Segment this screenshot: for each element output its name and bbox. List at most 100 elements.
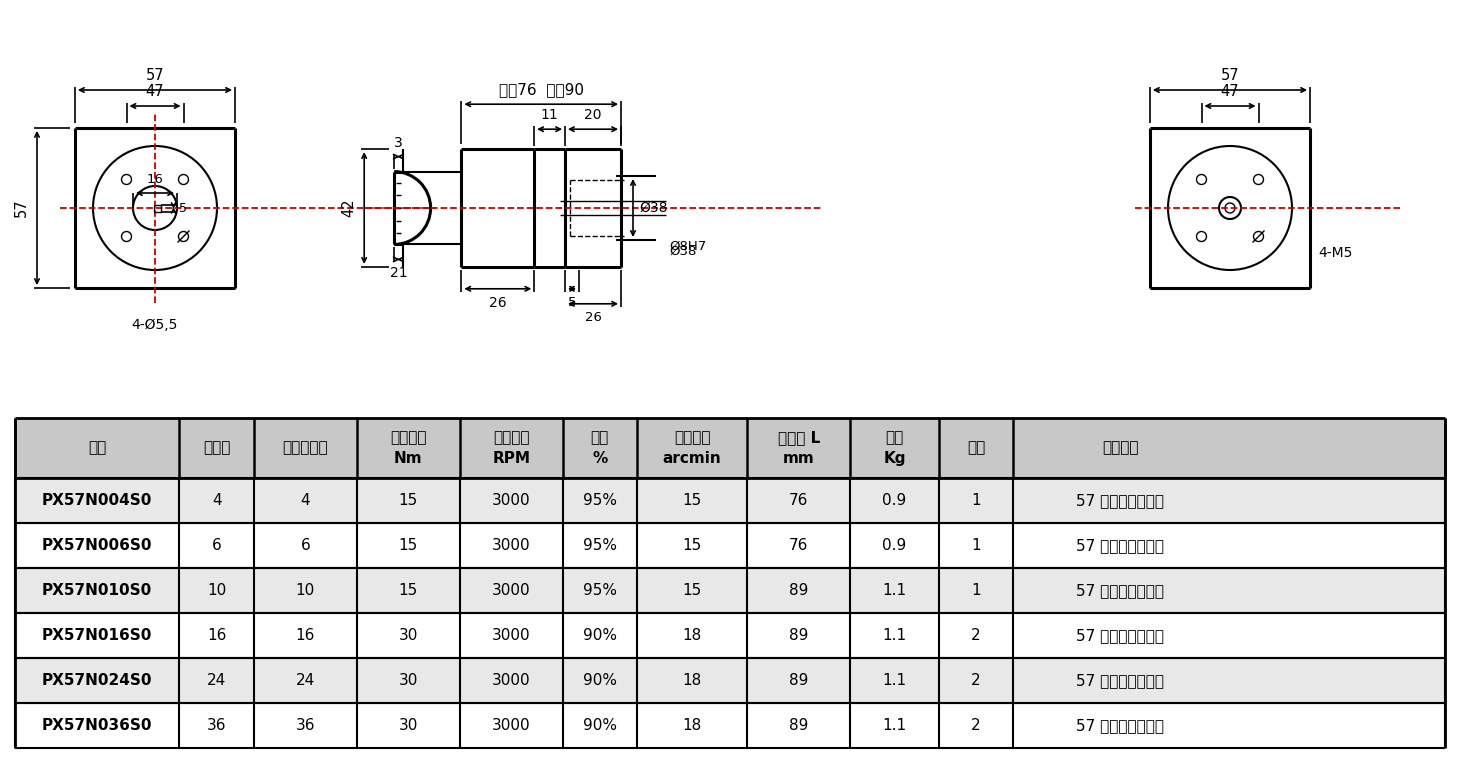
Text: 20: 20	[584, 108, 602, 122]
Text: 26: 26	[490, 296, 507, 310]
Text: 重量: 重量	[886, 431, 903, 445]
Text: 型号: 型号	[87, 441, 106, 455]
Text: 76: 76	[788, 538, 809, 553]
Text: PX57N006S0: PX57N006S0	[42, 538, 153, 553]
Text: 36: 36	[296, 718, 315, 733]
Bar	[15, 418, 1445, 478]
Text: 3000: 3000	[492, 628, 530, 643]
Text: 实际减速比: 实际减速比	[283, 441, 328, 455]
Text: 1.1: 1.1	[883, 583, 906, 598]
Text: 输入转速: 输入转速	[492, 431, 529, 445]
Text: 1.1: 1.1	[883, 628, 906, 643]
Text: 3000: 3000	[492, 538, 530, 553]
Text: 1.1: 1.1	[883, 718, 906, 733]
Text: 5: 5	[179, 202, 186, 214]
Text: PX57N016S0: PX57N016S0	[42, 628, 153, 643]
Text: 减速比: 减速比	[203, 441, 230, 455]
Text: 95%: 95%	[583, 583, 616, 598]
Text: 90%: 90%	[583, 718, 616, 733]
Bar	[15, 658, 1445, 703]
Text: 3000: 3000	[492, 673, 530, 688]
Text: 24: 24	[296, 673, 315, 688]
Text: 76: 76	[788, 493, 809, 508]
Text: 57 步进／无刷电机: 57 步进／无刷电机	[1077, 718, 1164, 733]
Text: 57 步进／无刷电机: 57 步进／无刷电机	[1077, 493, 1164, 508]
Text: Ø8H7: Ø8H7	[669, 240, 707, 253]
Text: 2: 2	[972, 673, 981, 688]
Text: 15: 15	[682, 538, 702, 553]
Text: 3: 3	[393, 135, 402, 150]
Text: PX57N036S0: PX57N036S0	[42, 718, 153, 733]
Text: 一约76  二约90: 一约76 二约90	[498, 82, 584, 97]
Text: 15: 15	[682, 493, 702, 508]
Text: 11: 11	[541, 108, 558, 122]
Text: 57 步进／无刷电机: 57 步进／无刷电机	[1077, 673, 1164, 688]
Bar	[15, 613, 1445, 658]
Text: 89: 89	[788, 673, 809, 688]
Text: 15: 15	[399, 493, 418, 508]
Text: mm: mm	[782, 451, 814, 465]
Text: 效率: 效率	[590, 431, 609, 445]
Bar	[15, 703, 1445, 748]
Bar	[15, 478, 1445, 523]
Text: Nm: Nm	[393, 451, 423, 465]
Text: 回程间隙: 回程间隙	[673, 431, 711, 445]
Text: Kg: Kg	[883, 451, 906, 465]
Text: 15: 15	[399, 538, 418, 553]
Text: 4: 4	[300, 493, 310, 508]
Text: 配套电机: 配套电机	[1101, 441, 1138, 455]
Text: 3000: 3000	[492, 718, 530, 733]
Text: PX57N010S0: PX57N010S0	[42, 583, 153, 598]
Text: 89: 89	[788, 718, 809, 733]
Text: 6: 6	[300, 538, 310, 553]
Text: 1: 1	[972, 583, 981, 598]
Text: 4-M5: 4-M5	[1319, 246, 1352, 260]
Text: 90%: 90%	[583, 673, 616, 688]
Text: 18: 18	[682, 628, 702, 643]
Text: 1: 1	[972, 493, 981, 508]
Text: RPM: RPM	[492, 451, 530, 465]
Text: 89: 89	[788, 628, 809, 643]
Text: %: %	[592, 451, 608, 465]
Text: 4-Ø5,5: 4-Ø5,5	[131, 318, 178, 332]
Text: 95%: 95%	[583, 493, 616, 508]
Text: 89: 89	[788, 583, 809, 598]
Text: 10: 10	[296, 583, 315, 598]
Text: 30: 30	[399, 628, 418, 643]
Text: 18: 18	[682, 673, 702, 688]
Bar	[15, 568, 1445, 613]
Text: 机身长 L: 机身长 L	[778, 431, 820, 445]
Text: 16: 16	[207, 628, 226, 643]
Text: 57: 57	[146, 68, 165, 83]
Text: 57 步进／无刷电机: 57 步进／无刷电机	[1077, 628, 1164, 643]
Text: 47: 47	[1221, 84, 1240, 99]
Text: PX57N024S0: PX57N024S0	[42, 673, 153, 688]
Text: PX57N004S0: PX57N004S0	[42, 493, 153, 508]
Text: 1.1: 1.1	[883, 673, 906, 688]
Text: 输出转矩: 输出转矩	[390, 431, 427, 445]
Text: 0.9: 0.9	[883, 493, 906, 508]
Text: 30: 30	[399, 673, 418, 688]
Text: 90%: 90%	[583, 628, 616, 643]
Text: 3000: 3000	[492, 493, 530, 508]
Text: Ø38: Ø38	[669, 245, 696, 258]
Text: 95%: 95%	[583, 538, 616, 553]
Text: 36: 36	[207, 718, 226, 733]
Text: 3000: 3000	[492, 583, 530, 598]
Bar	[15, 523, 1445, 568]
Text: 15: 15	[399, 583, 418, 598]
Text: 57: 57	[15, 199, 29, 217]
Text: 16: 16	[296, 628, 315, 643]
Text: 16: 16	[147, 173, 163, 186]
Text: 57: 57	[1221, 68, 1240, 83]
Text: 24: 24	[207, 673, 226, 688]
Text: 30: 30	[399, 718, 418, 733]
Text: 18: 18	[682, 718, 702, 733]
Text: 5: 5	[568, 296, 577, 308]
Text: 2: 2	[972, 718, 981, 733]
Bar	[153, 205, 160, 212]
Text: 2: 2	[972, 628, 981, 643]
Text: 1: 1	[972, 538, 981, 553]
Text: 10: 10	[207, 583, 226, 598]
Text: 26: 26	[584, 311, 602, 324]
